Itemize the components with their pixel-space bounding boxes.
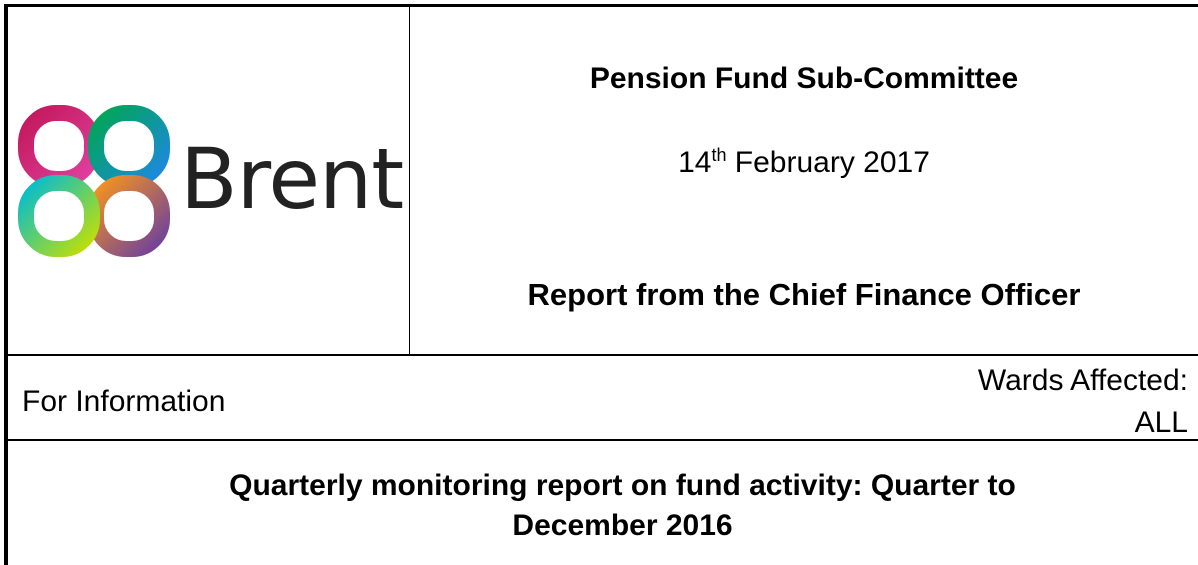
row-divider	[4, 439, 1198, 441]
logo-text: Brent	[180, 130, 404, 228]
date-rest: February 2017	[734, 146, 930, 179]
committee-title: Pension Fund Sub-Committee	[589, 62, 1019, 95]
date-suffix: th	[711, 145, 727, 165]
left-border	[4, 4, 8, 565]
logo-ring	[18, 175, 100, 257]
subject-line: December 2016	[512, 509, 733, 542]
wards-value: ALL	[1134, 406, 1188, 439]
meeting-date: 14th February 2017	[410, 145, 1198, 180]
wards-label: Wards Affected:	[977, 364, 1188, 397]
status: For Information	[22, 385, 226, 418]
logo-ring	[88, 175, 170, 257]
top-border	[4, 4, 1198, 7]
row-divider	[4, 354, 1198, 356]
report-from: Report from the Chief Finance Officer	[527, 277, 1081, 312]
logo-ring	[18, 105, 100, 187]
subject-line: Quarterly monitoring report on fund acti…	[229, 469, 1016, 502]
logo-ring	[88, 105, 170, 187]
cell-divider	[409, 4, 410, 356]
date-day: 14	[678, 146, 712, 179]
logo-mark	[18, 105, 170, 257]
